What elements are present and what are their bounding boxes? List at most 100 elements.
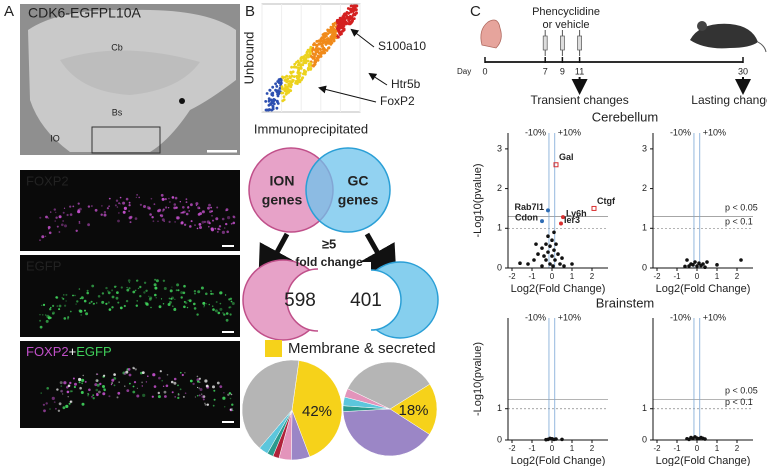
cell [96, 302, 98, 304]
gene-dot [327, 46, 331, 50]
outcome: Transient changes [530, 93, 628, 107]
gene-point [556, 252, 560, 256]
x-tick-label: -1 [528, 444, 536, 453]
venn-label: genes [338, 192, 379, 208]
cell [223, 227, 226, 229]
cell [119, 196, 122, 199]
cell [186, 306, 189, 309]
cell [170, 297, 173, 300]
threshold-label: p < 0.1 [725, 397, 753, 407]
cell [88, 388, 91, 392]
cell [180, 221, 184, 225]
cell [53, 208, 56, 211]
cell [212, 308, 215, 311]
cell [209, 210, 212, 213]
cell [108, 308, 112, 311]
panel-label: B [245, 3, 255, 20]
cell [213, 389, 216, 392]
cell [134, 368, 137, 371]
region-label: IO [50, 133, 60, 143]
cell [61, 393, 64, 395]
cell [164, 395, 167, 398]
cell [152, 220, 155, 223]
cell [150, 197, 153, 200]
gene-point [518, 261, 522, 266]
cell [226, 230, 229, 234]
cell [62, 297, 65, 300]
cell [128, 373, 132, 377]
gene-dot [306, 59, 310, 63]
cell [77, 202, 80, 205]
cell [162, 303, 165, 305]
cell [120, 203, 122, 205]
gene-dot [292, 65, 296, 69]
day-number: 0 [482, 66, 487, 76]
cell [111, 295, 115, 299]
cell [179, 388, 182, 391]
gene-dot [308, 48, 312, 51]
cell [94, 208, 98, 212]
cell [135, 196, 138, 199]
cell [205, 384, 209, 388]
gene-point [715, 263, 719, 267]
cell [69, 381, 72, 385]
x-tick-label: 0 [550, 272, 555, 281]
cell [72, 294, 74, 297]
cell [132, 385, 135, 388]
gene-point [540, 264, 544, 268]
gene-dot [326, 40, 329, 44]
cell [62, 220, 64, 222]
venn-label: ION [270, 173, 295, 189]
stain-label: FOXP2 [26, 173, 69, 188]
cell [210, 227, 214, 231]
cell [174, 298, 176, 300]
cell [78, 381, 81, 384]
cell [118, 202, 121, 205]
gene-dot [271, 85, 275, 89]
cell [185, 201, 188, 204]
gene-dot [285, 74, 289, 78]
cell [113, 377, 117, 380]
cell [69, 400, 72, 403]
cell [197, 386, 199, 389]
cell [174, 196, 178, 200]
cell [63, 207, 66, 209]
gene-dot [337, 35, 340, 39]
cell [190, 220, 193, 223]
cell [78, 309, 82, 313]
cell [161, 210, 164, 212]
gene-dot [300, 77, 304, 80]
cell [232, 215, 235, 218]
cell [228, 392, 232, 395]
gene-dot [294, 65, 298, 69]
cell [214, 309, 218, 313]
cell [155, 279, 159, 283]
cell [172, 305, 174, 308]
cell [66, 386, 69, 389]
cell [96, 383, 100, 387]
cell [198, 223, 202, 226]
gene-dot [336, 20, 340, 24]
timeline-icons [480, 19, 767, 53]
x-tick-label: -2 [508, 272, 516, 281]
cell [128, 210, 130, 212]
cell [223, 313, 226, 316]
annotation: FoxP2 [380, 94, 415, 108]
cell [76, 300, 79, 303]
cell [229, 397, 232, 400]
cell [154, 286, 158, 290]
cell [157, 391, 160, 395]
cell [65, 404, 69, 408]
gene-dot [275, 99, 279, 103]
cell [135, 304, 138, 307]
pie-slice [291, 360, 343, 458]
cell [55, 407, 57, 410]
cell [84, 380, 87, 383]
cell [78, 377, 82, 382]
gene-dot [279, 78, 283, 82]
cell [198, 207, 201, 210]
gene-point [546, 234, 550, 239]
x-tick-label: 1 [570, 272, 575, 281]
cell [95, 379, 99, 383]
